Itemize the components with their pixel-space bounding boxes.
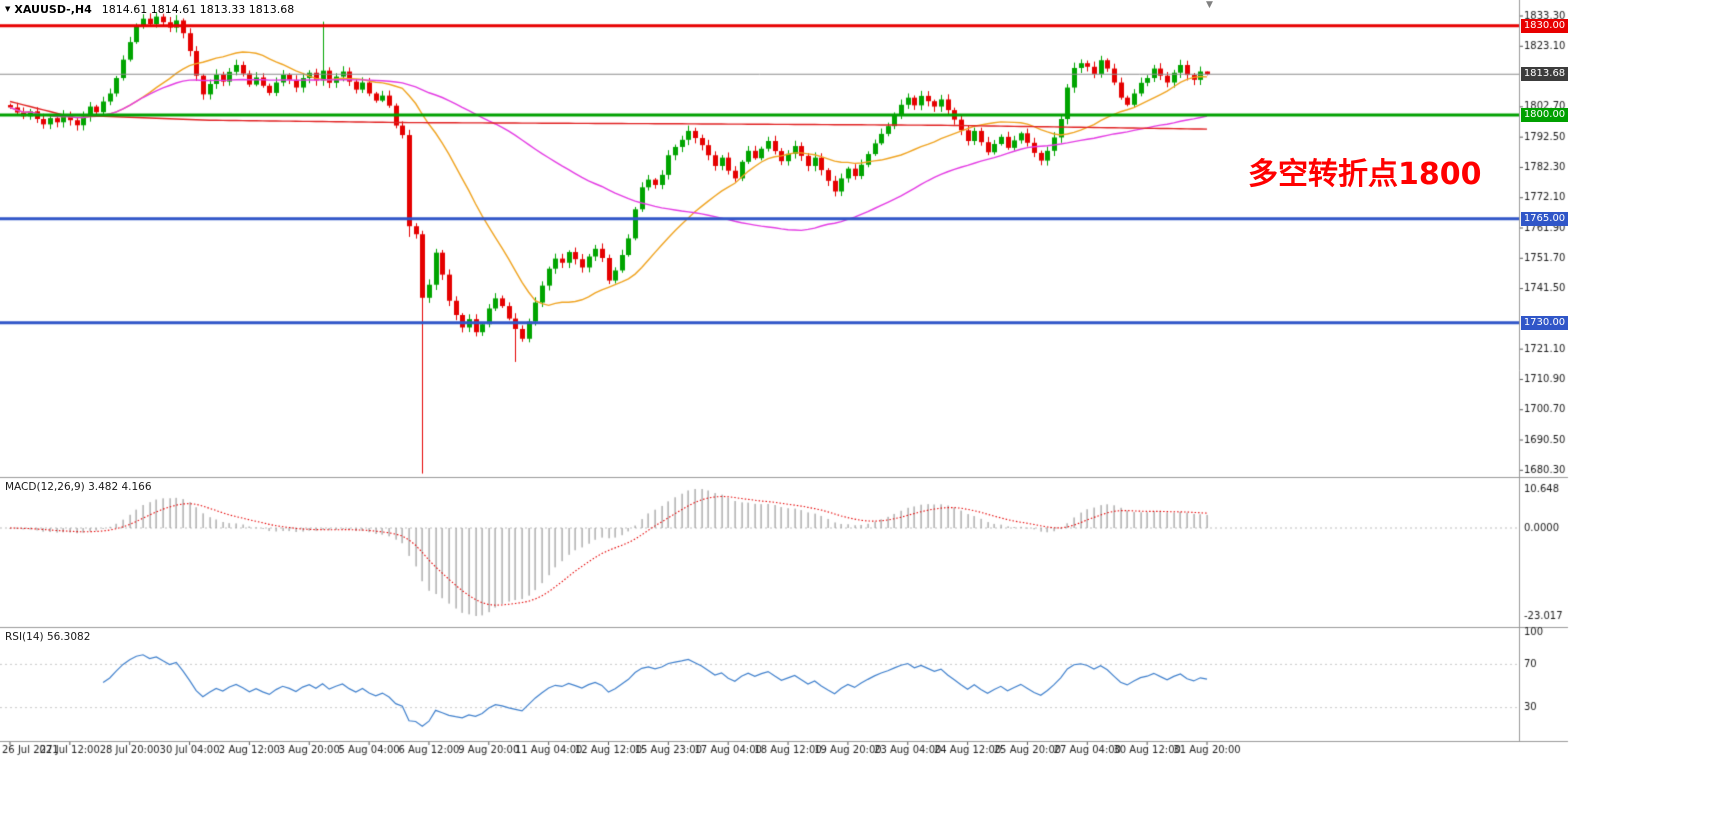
price-badge-1765: 1765.00: [1521, 211, 1568, 226]
symbol-timeframe-label: XAUUSD-,H4: [14, 3, 92, 16]
rsi-indicator-label: RSI(14) 56.3082: [5, 631, 91, 643]
price-badge-1830: 1830.00: [1521, 18, 1568, 33]
price-badge-1730: 1730.00: [1521, 315, 1568, 330]
price-badge-1800: 1800.00: [1521, 107, 1568, 122]
chart-shift-marker-icon[interactable]: ▼: [1206, 0, 1213, 10]
turning-point-annotation[interactable]: 多空转折点1800: [1248, 157, 1482, 192]
ohlc-values-label: 1814.61 1814.61 1813.33 1813.68: [101, 3, 295, 16]
symbol-dropdown-icon[interactable]: ▼: [5, 5, 11, 13]
macd-indicator-label: MACD(12,26,9) 3.482 4.166: [5, 481, 152, 493]
current-price-badge: 1813.68: [1521, 67, 1568, 82]
chart-header: ▼ XAUUSD-,H4 1814.61 1814.61 1813.33 1813.…: [5, 3, 294, 16]
